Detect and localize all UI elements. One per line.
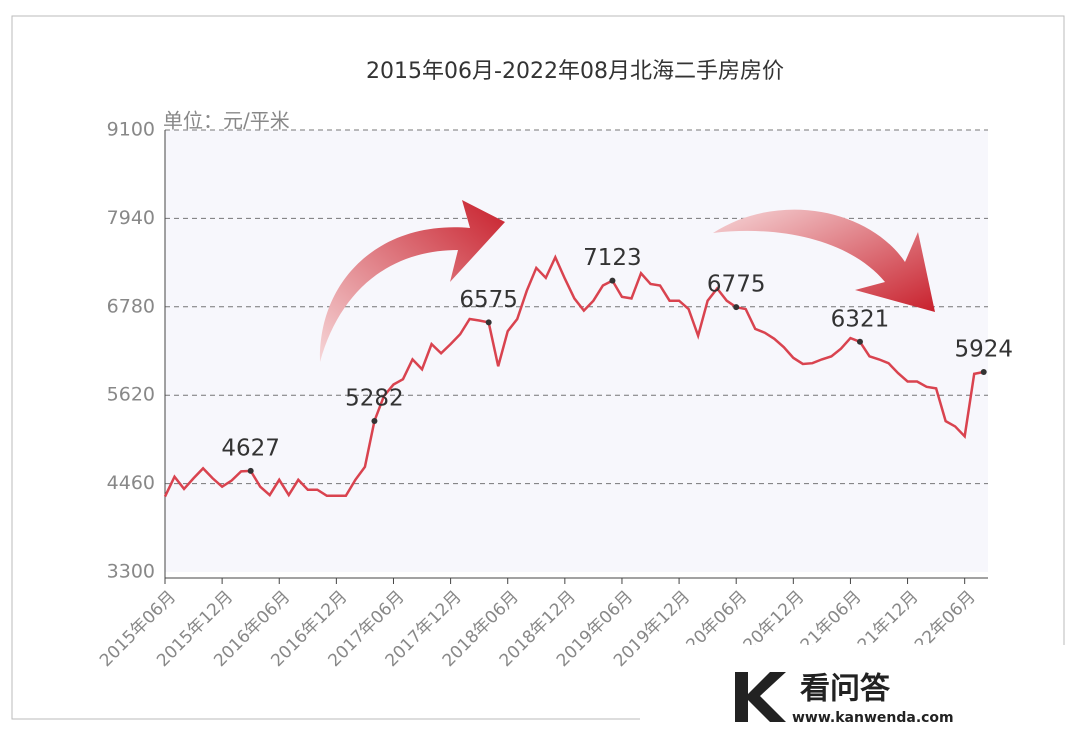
- data-label: 4627: [221, 435, 280, 461]
- y-unit: 单位：元/平米: [163, 109, 290, 133]
- data-label: 5924: [954, 337, 1013, 363]
- arrow: [319, 200, 505, 362]
- arrow: [713, 209, 935, 312]
- data-label: 6575: [459, 287, 518, 313]
- y-tick-label: 6780: [107, 295, 155, 317]
- watermark-box: [640, 645, 1080, 730]
- y-tick-label: 3300: [107, 561, 155, 583]
- line: [163, 254, 984, 498]
- point: [609, 277, 616, 284]
- y-tick-label: 9100: [107, 119, 155, 141]
- chart-title: 2015年06月-2022年08月北海二手房房价: [366, 59, 784, 84]
- data-label: 6321: [831, 306, 890, 332]
- watermark-name: 看问答: [800, 672, 891, 707]
- point: [856, 338, 863, 345]
- watermark-url: www.kanwenda.com: [792, 710, 954, 726]
- y-tick-label: 5620: [107, 384, 155, 406]
- watermark-logo: [735, 672, 786, 722]
- point: [733, 304, 740, 311]
- y-tick-label: 7940: [107, 207, 155, 229]
- data-label: 7123: [583, 245, 642, 271]
- plot-area: [165, 130, 988, 572]
- data-label: 5282: [345, 385, 404, 411]
- point: [980, 369, 987, 376]
- y-tick-label: 4460: [107, 472, 155, 494]
- data-label: 6775: [707, 272, 766, 298]
- point: [247, 467, 254, 474]
- point: [485, 319, 492, 326]
- point: [371, 417, 378, 424]
